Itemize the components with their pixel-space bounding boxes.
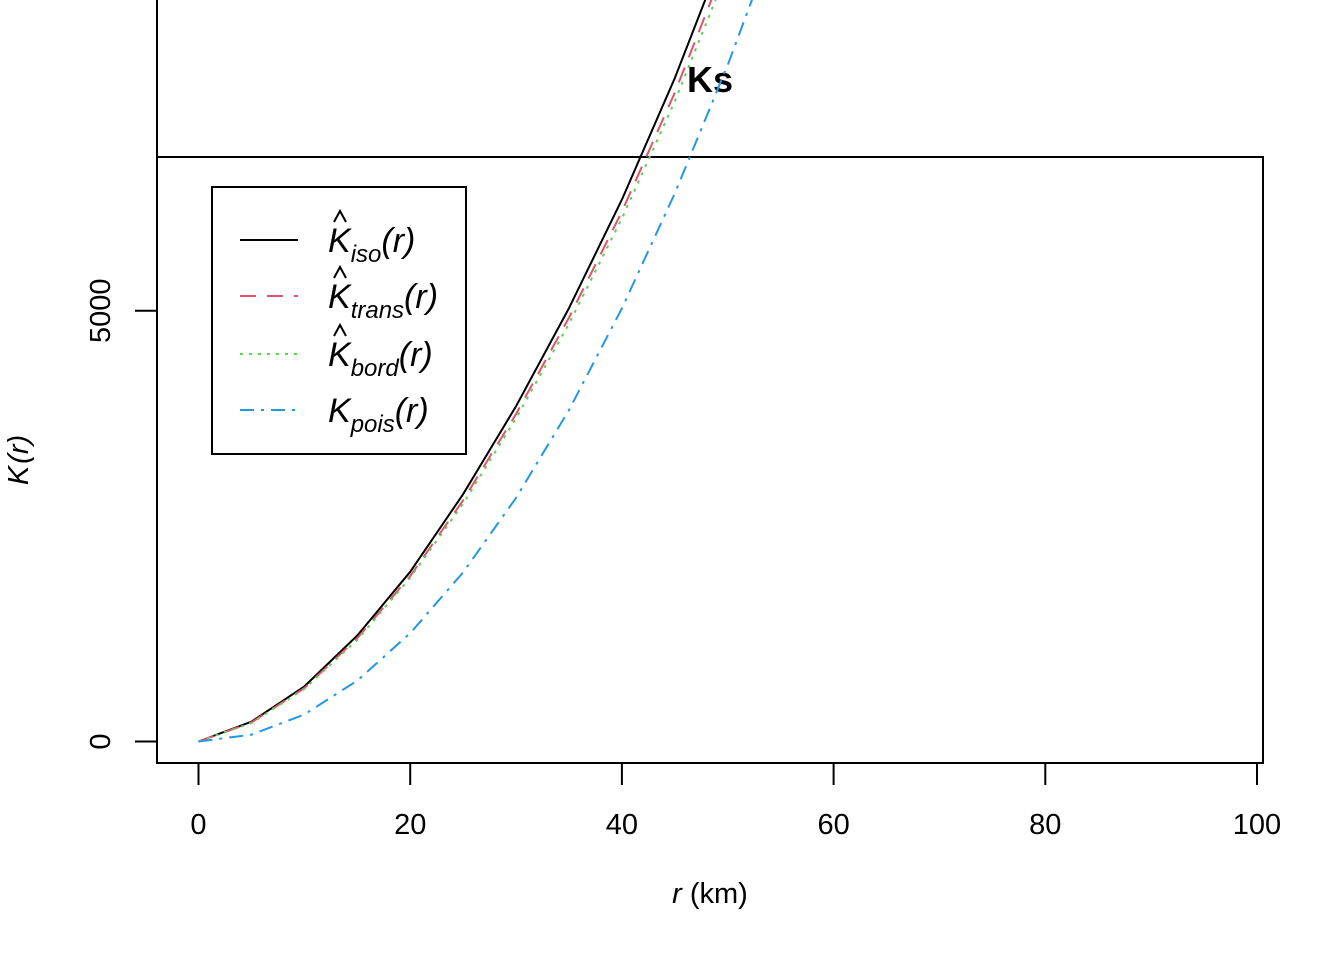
x-tick-label: 80	[1029, 809, 1061, 841]
x-tick-label: 0	[190, 809, 206, 841]
series-line-iso	[198, 0, 707, 743]
legend: Kiso(r) Ktrans(r) Kbord(r) Kpois(r)	[211, 186, 467, 455]
legend-hat-trans	[333, 264, 347, 279]
x-tick-label: 60	[817, 809, 849, 841]
series-line-bord	[198, 0, 717, 743]
y-axis: 050001500025000	[85, 0, 158, 750]
series-line-trans	[198, 0, 713, 743]
y-axis-label: K(r)	[3, 435, 35, 485]
x-tick-label: 20	[394, 809, 426, 841]
series-line-pois	[198, 0, 753, 743]
x-tick-label: 100	[1233, 809, 1281, 841]
legend-box	[211, 186, 467, 455]
legend-label-pois: Kpois(r)	[328, 392, 429, 438]
series-layer	[198, 0, 753, 743]
legend-hat-bord	[333, 322, 347, 337]
legend-label-bord: Kbord(r)	[328, 336, 433, 382]
x-tick-label: 40	[606, 809, 638, 841]
y-tick-label: 5000	[85, 278, 117, 343]
x-axis: 0 20 40 60 80 100	[190, 762, 1281, 841]
chart-title: Ks	[687, 59, 733, 100]
x-axis-label: r (km)	[672, 878, 748, 910]
y-tick-label: 0	[85, 733, 117, 749]
legend-label-iso: Kiso(r)	[328, 222, 415, 268]
legend-hat-iso	[333, 208, 347, 223]
legend-label-trans: Ktrans(r)	[328, 278, 438, 324]
